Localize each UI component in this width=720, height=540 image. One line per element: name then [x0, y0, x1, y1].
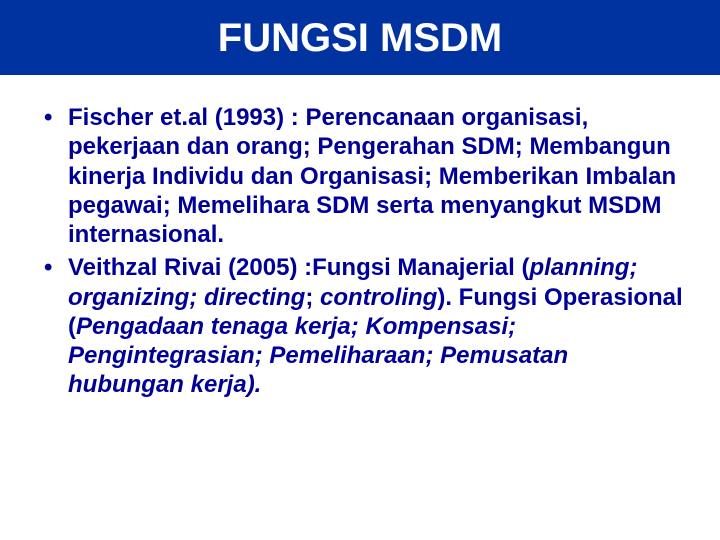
bullet-italic: Pengadaan tenaga kerja; Kompensasi; Peng… [68, 313, 568, 399]
bullet-lead: Fischer et.al (1993) : [68, 104, 305, 131]
bullet-body-pre: Fungsi Manajerial ( [312, 254, 529, 281]
content-area: Fischer et.al (1993) : Perencanaan organ… [0, 75, 720, 400]
list-item: Veithzal Rivai (2005) :Fungsi Manajerial… [40, 253, 690, 399]
title-bar: FUNGSI MSDM [0, 0, 720, 75]
bullet-lead: Veithzal Rivai (2005) : [68, 254, 312, 281]
list-item: Fischer et.al (1993) : Perencanaan organ… [40, 103, 690, 249]
bullet-mid: ; [305, 284, 320, 311]
slide-title: FUNGSI MSDM [0, 16, 720, 61]
bullet-italic: controling [320, 284, 437, 311]
bullet-list: Fischer et.al (1993) : Perencanaan organ… [40, 103, 690, 400]
